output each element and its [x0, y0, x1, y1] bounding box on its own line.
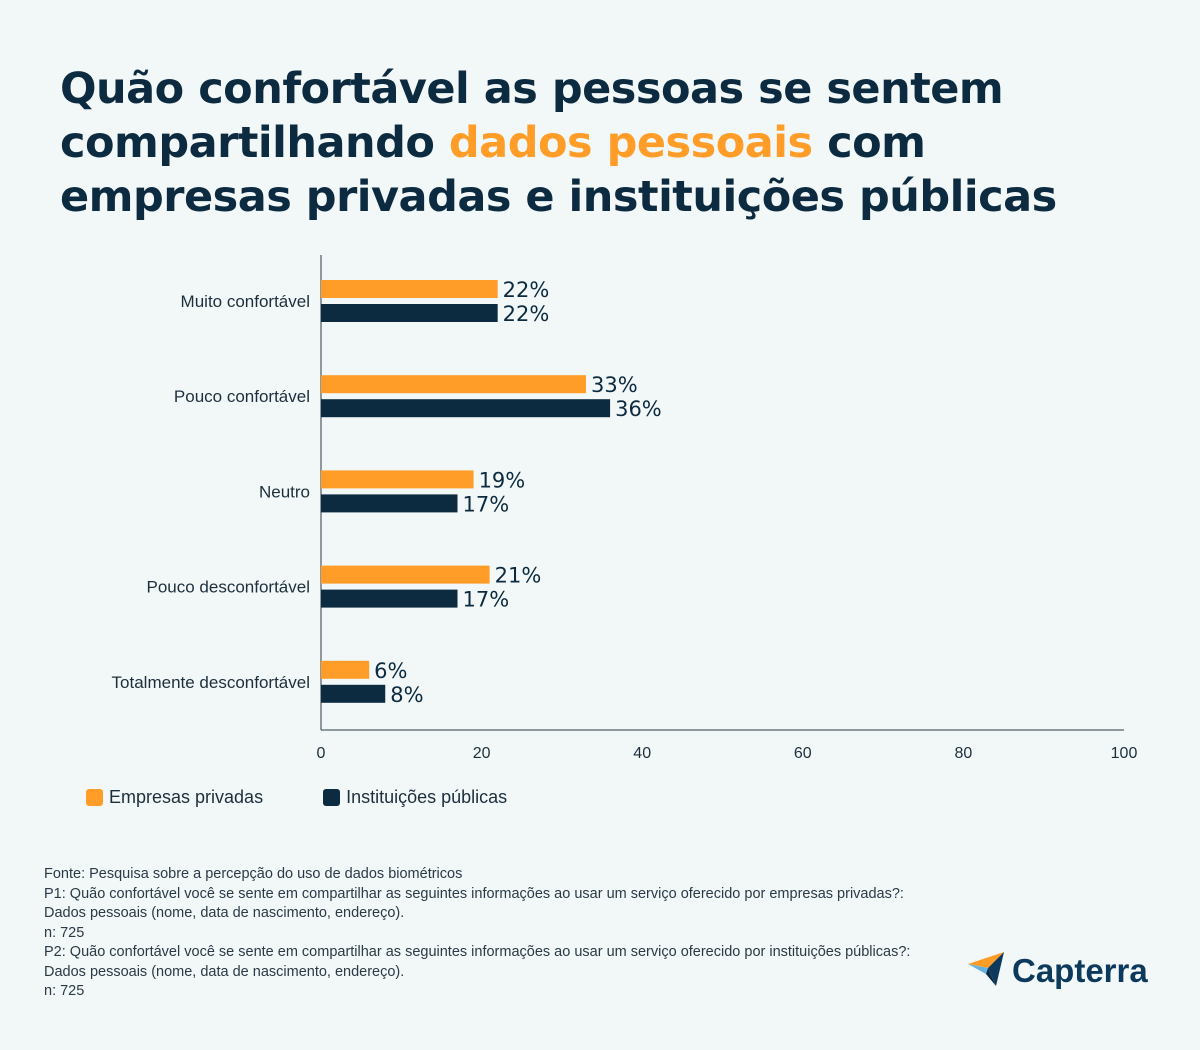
x-tick-label: 0 [317, 745, 326, 762]
bar [321, 470, 474, 489]
capterra-logo-text: Capterra [1012, 952, 1148, 989]
footnote: Fonte: Pesquisa sobre a percepção do uso… [44, 865, 924, 1002]
title-part-1: Quão confortável as pessoas se sentem co… [60, 64, 1004, 168]
bar-chart: 0 20 40 60 80 100 Muito confortável 22%22% Pouco… [112, 255, 1138, 762]
bar-data-label: 6% [374, 659, 407, 683]
legend-label-private: Empresas privadas [109, 787, 264, 807]
chart-legend: Empresas privadas Instituições públicas [86, 787, 507, 808]
bar-data-label: 19% [479, 468, 526, 492]
capterra-logo: Capterra [966, 948, 1148, 994]
footnote-source: Fonte: Pesquisa sobre a percepção do uso… [44, 866, 463, 882]
bar [321, 660, 370, 679]
bar [321, 399, 611, 418]
x-tick-label: 60 [794, 745, 812, 762]
x-tick-label: 20 [473, 745, 491, 762]
bar-data-label: 21% [495, 564, 542, 588]
bar-data-label: 22% [503, 278, 550, 302]
x-tick-label: 80 [955, 745, 973, 762]
title-part-2: com empresas privadas e instituições púb… [60, 118, 1057, 222]
bar-data-label: 22% [503, 302, 550, 326]
legend-item-public: Instituições públicas [323, 787, 507, 808]
bar-data-label: 17% [463, 588, 510, 612]
footnote-sample-1: n: 725 [44, 924, 85, 941]
category-label: Muito confortável [181, 292, 310, 311]
x-tick-label: 40 [633, 745, 651, 762]
bar [321, 304, 498, 322]
bar [321, 494, 458, 513]
legend-swatch-private [86, 789, 103, 806]
chart-title: Quão confortável as pessoas se sentem co… [60, 62, 1160, 224]
bar-data-label: 33% [591, 373, 638, 397]
x-tick-label: 100 [1111, 745, 1138, 762]
legend-swatch-public [323, 789, 341, 806]
bar [321, 280, 498, 298]
legend-item-private: Empresas privadas [86, 787, 263, 808]
bar [321, 375, 586, 394]
legend-label-public: Instituições públicas [346, 787, 508, 807]
footnote-sample-2: n: 725 [44, 983, 85, 999]
bar-data-label: 8% [390, 683, 423, 707]
category-label: Totalmente desconfortável [112, 673, 310, 692]
title-highlight: dados pessoais [448, 118, 813, 168]
bar-data-label: 36% [615, 397, 662, 421]
bar [321, 589, 458, 608]
capterra-arrow-icon [966, 948, 1006, 994]
bar-data-label: 17% [463, 492, 510, 516]
category-label: Neutro [259, 482, 310, 501]
footnote-question-2: P2: Quão confortável você se sente em co… [44, 944, 911, 980]
footnote-question-1: P1: Quão confortável você se sente em co… [44, 885, 904, 922]
bar [321, 684, 386, 703]
category-label: Pouco confortável [174, 387, 310, 406]
bar [321, 565, 490, 584]
category-label: Pouco desconfortável [147, 578, 311, 597]
